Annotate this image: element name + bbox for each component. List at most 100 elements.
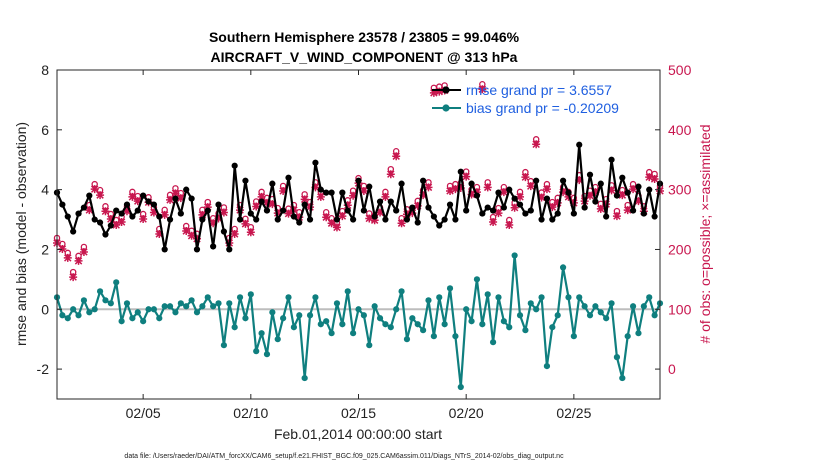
rmse-data-point xyxy=(619,174,626,181)
rmse-data-point xyxy=(161,246,168,253)
rmse-data-point xyxy=(376,198,384,205)
count-assimilated-point xyxy=(58,244,67,253)
rmse-data-point xyxy=(150,201,158,208)
chart-subtitle: AIRCRAFT_V_WIND_COMPONENT @ 313 hPa xyxy=(211,49,518,65)
rmse-data-point xyxy=(586,171,594,178)
count-assimilated-point xyxy=(645,173,654,182)
rmse-data-point xyxy=(134,207,141,214)
rmse-data-point xyxy=(366,183,373,190)
rmse-data-point xyxy=(317,186,324,193)
count-assimilated-point xyxy=(472,188,481,197)
bias-data-point xyxy=(629,303,637,310)
rmse-data-point xyxy=(570,210,577,217)
legend-rmse-label: rmse grand pr = 3.6557 xyxy=(466,82,612,98)
bias-data-point xyxy=(123,300,131,307)
bias-data-point xyxy=(263,351,271,358)
bias-data-point xyxy=(516,312,524,319)
rmse-data-point xyxy=(188,195,195,202)
count-assimilated-point xyxy=(257,192,266,201)
rmse-data-point xyxy=(280,207,287,214)
y2-tick-label: 200 xyxy=(668,241,692,257)
rmse-data-point xyxy=(183,186,190,193)
count-assimilated-point xyxy=(262,198,271,207)
rmse-data-point xyxy=(59,201,66,208)
rmse-data-point xyxy=(436,222,443,229)
bias-data-point xyxy=(436,294,443,301)
bias-data-point xyxy=(549,324,556,331)
count-assimilated-point xyxy=(446,186,455,195)
bias-data-point xyxy=(215,300,222,307)
bias-data-point xyxy=(613,354,621,361)
y-tick-label: -2 xyxy=(37,361,50,377)
count-assimilated-point xyxy=(122,207,131,216)
count-assimilated-point xyxy=(494,209,503,218)
bias-data-point xyxy=(177,300,184,307)
bias-data-point xyxy=(328,330,335,337)
rmse-data-point xyxy=(96,219,104,226)
bias-data-point xyxy=(581,303,588,310)
plot-area xyxy=(57,70,660,399)
count-assimilated-point xyxy=(526,182,535,191)
rmse-data-point xyxy=(91,216,98,223)
y-tick-label: 4 xyxy=(41,182,49,198)
count-assimilated-point xyxy=(548,203,557,212)
count-assimilated-point xyxy=(612,212,621,221)
count-assimilated-point xyxy=(69,273,78,282)
bias-data-point xyxy=(651,312,658,319)
rmse-data-point xyxy=(296,219,303,226)
bias-data-point xyxy=(220,342,228,349)
y-tick-label: 0 xyxy=(41,301,49,317)
bias-data-point xyxy=(140,318,147,325)
rmse-data-point xyxy=(333,216,341,223)
count-assimilated-point xyxy=(650,174,659,183)
bias-data-point xyxy=(161,303,168,310)
bias-data-point xyxy=(285,294,292,301)
count-assimilated-point xyxy=(149,208,158,217)
count-assimilated-point xyxy=(246,228,255,237)
count-assimilated-point xyxy=(370,216,379,225)
bias-data-point xyxy=(479,321,486,328)
count-assimilated-point xyxy=(63,253,72,262)
count-assimilated-point xyxy=(133,197,142,206)
count-assimilated-point xyxy=(112,221,121,230)
rmse-data-point xyxy=(253,216,260,223)
rmse-data-point xyxy=(323,189,330,196)
count-assimilated-point xyxy=(327,219,336,228)
bias-data-point xyxy=(333,300,341,307)
y2-tick-label: 0 xyxy=(668,361,676,377)
x-tick-label: 02/05 xyxy=(126,405,161,421)
rmse-data-point xyxy=(312,159,319,166)
bias-data-point xyxy=(59,312,66,319)
bias-data-point xyxy=(500,318,507,325)
rmse-data-point xyxy=(177,210,184,217)
count-assimilated-point xyxy=(198,210,207,219)
bias-data-point xyxy=(382,321,389,328)
count-assimilated-point xyxy=(419,191,428,200)
rmse-data-point xyxy=(226,246,233,253)
bias-data-point xyxy=(430,333,437,340)
bias-data-point xyxy=(646,294,653,301)
rmse-data-point xyxy=(565,189,572,196)
bias-data-point xyxy=(554,312,561,319)
count-assimilated-point xyxy=(467,190,476,199)
rmse-data-point xyxy=(290,213,297,220)
rmse-data-point xyxy=(355,177,362,184)
count-assimilated-point xyxy=(279,186,288,195)
count-assimilated-point xyxy=(542,185,551,194)
rmse-data-point xyxy=(247,210,254,217)
rmse-data-point xyxy=(166,216,174,223)
bias-data-point xyxy=(339,321,346,328)
rmse-data-point xyxy=(129,213,136,220)
bias-data-point xyxy=(495,294,502,301)
count-assimilated-point xyxy=(182,227,191,236)
count-assimilated-point xyxy=(90,185,99,194)
rmse-data-point xyxy=(522,210,529,217)
count-assimilated-point xyxy=(505,221,514,230)
bias-data-point xyxy=(635,330,642,337)
count-assimilated-point xyxy=(332,223,341,232)
count-assimilated-point xyxy=(284,209,293,218)
rmse-data-point xyxy=(156,213,163,220)
count-assimilated-point xyxy=(478,85,487,94)
bias-data-point xyxy=(75,312,82,319)
